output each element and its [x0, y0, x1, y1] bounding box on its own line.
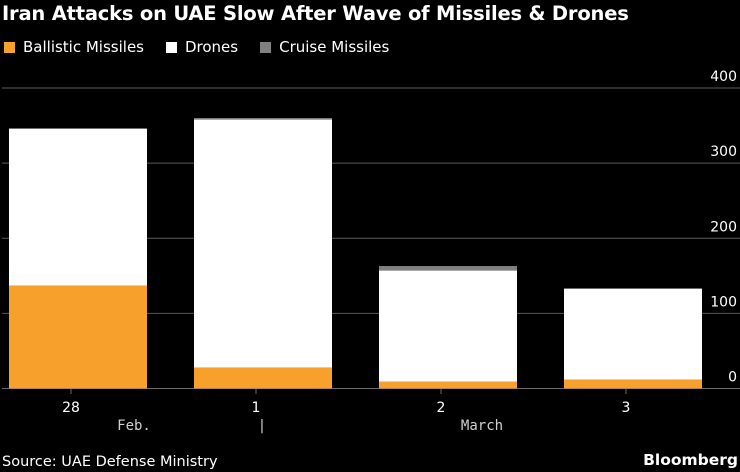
x-tick-label-2: 2 [437, 400, 446, 416]
bar-ballistic-missiles-3 [564, 379, 702, 389]
bar-ballistic-missiles-1 [194, 367, 332, 389]
y-tick-label-0: 0 [728, 370, 737, 386]
y-tick-label-200: 200 [710, 219, 737, 235]
bar-ballistic-missiles-28 [9, 285, 147, 389]
bar-drones-1 [194, 119, 332, 368]
bar-drones-3 [564, 288, 702, 380]
x-tick-label-3: 3 [622, 400, 631, 416]
legend-swatch-ballistic [4, 41, 15, 53]
legend-item-drones: Drones [165, 38, 239, 56]
bar-ballistic-missiles-2 [379, 381, 517, 389]
legend-label-drones: Drones [184, 38, 239, 56]
legend-swatch-cruise [260, 41, 272, 53]
bar-drones-28 [9, 128, 147, 286]
legend-item-ballistic: Ballistic Missiles [4, 38, 144, 56]
x-tick-label-28: 28 [62, 400, 80, 416]
month-label-0: Feb. [117, 418, 151, 434]
legend-label-cruise: Cruise Missiles [279, 38, 390, 56]
bloomberg-logo: Bloomberg [643, 451, 738, 469]
month-label-2: March [461, 418, 503, 434]
y-tick-label-300: 300 [710, 144, 737, 160]
bar-cruise-missiles-2 [379, 266, 517, 271]
y-tick-label-100: 100 [710, 294, 737, 310]
month-label-1: | [258, 418, 266, 434]
legend-swatch-drones [165, 41, 177, 53]
legend-label-ballistic: Ballistic Missiles [23, 38, 144, 56]
legend-item-cruise: Cruise Missiles [260, 38, 389, 56]
bar-cruise-missiles-1 [194, 118, 332, 120]
x-tick-label-1: 1 [252, 400, 261, 416]
bar-drones-2 [379, 270, 517, 382]
chart-legend: Ballistic Missiles Drones Cruise Missile… [4, 38, 411, 56]
chart-title: Iran Attacks on UAE Slow After Wave of M… [2, 2, 629, 25]
source-note: Source: UAE Defense Ministry [2, 454, 218, 470]
y-tick-label-400: 400 [710, 69, 737, 85]
